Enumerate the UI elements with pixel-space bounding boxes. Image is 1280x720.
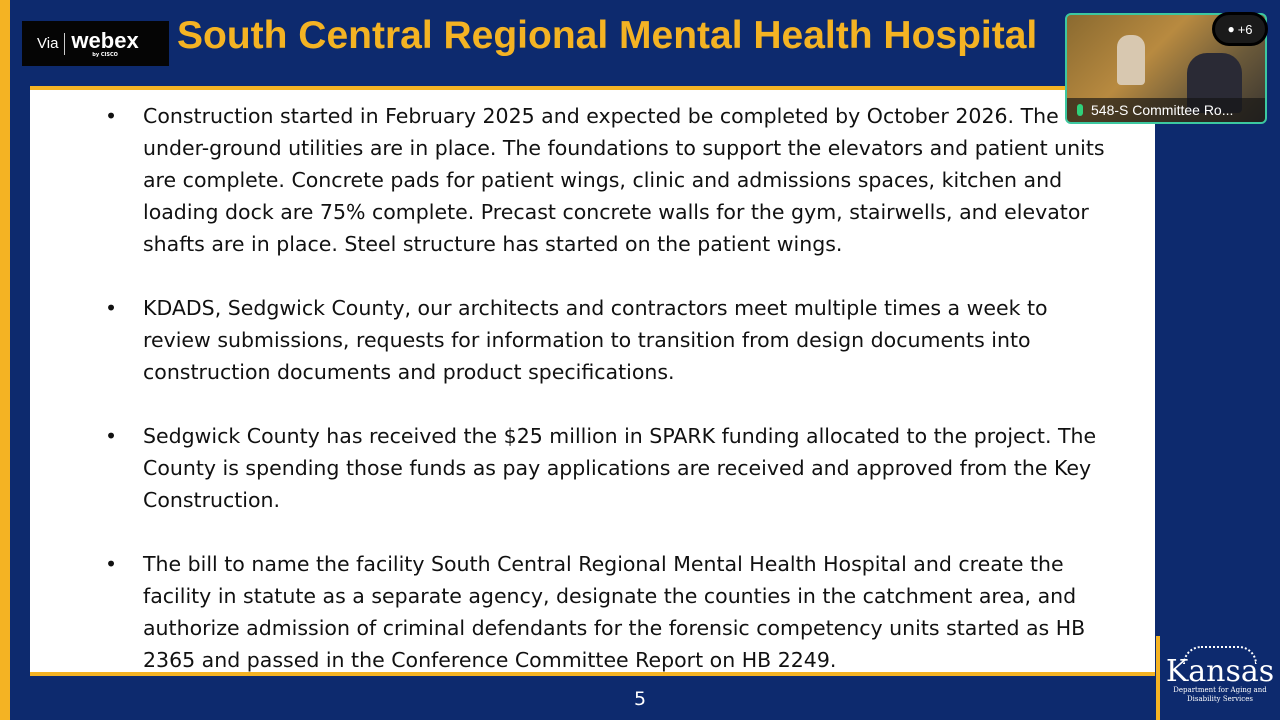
logo-department: Department for Aging and Disability Serv… [1173, 686, 1267, 703]
content-panel [30, 86, 1155, 676]
bullet-text: The bill to name the facility South Cent… [143, 552, 1086, 672]
cisco-byline: by CISCO [92, 51, 118, 58]
via-text: Via [37, 35, 59, 52]
person-icon: ● [1227, 22, 1235, 36]
bullet-text: Construction started in February 2025 an… [143, 104, 1105, 256]
room-name: 548-S Committee Ro... [1091, 102, 1234, 118]
bullet-icon: • [105, 552, 118, 576]
webex-badge: Via webex by CISCO [22, 21, 169, 66]
divider [64, 32, 66, 55]
video-label: 548-S Committee Ro... [1067, 98, 1265, 122]
bullet-text: Sedgwick County has received the $25 mil… [143, 424, 1097, 512]
logo-name: Kansas [1165, 654, 1275, 689]
page-number: 5 [633, 688, 647, 710]
bullet-list: • Construction started in February 2025 a… [105, 100, 1115, 708]
bullet-icon: • [105, 424, 118, 448]
bullet-icon: • [105, 104, 118, 128]
kansas-kdads-logo: Kansas Department for Aging and Disabili… [1156, 636, 1280, 720]
bullet-item: • Sedgwick County has received the $25 mi… [105, 420, 1115, 516]
bullet-item: • KDADS, Sedgwick County, our architects … [105, 292, 1115, 388]
webex-wordmark: webex [71, 27, 139, 53]
video-thumbnail[interactable]: 548-S Committee Ro... [1065, 13, 1267, 124]
slide-title: South Central Regional Mental Health Hos… [177, 14, 1038, 57]
bullet-item: • The bill to name the facility South Cen… [105, 548, 1115, 676]
bullet-item: • Construction started in February 2025 a… [105, 100, 1115, 260]
participant-figure [1117, 35, 1145, 85]
left-accent-strip [0, 0, 10, 720]
microphone-icon [1077, 104, 1083, 116]
bullet-icon: • [105, 296, 118, 320]
participants-button[interactable]: ● +6 [1212, 12, 1268, 46]
participants-count: +6 [1237, 21, 1253, 37]
webex-logo: webex by CISCO [71, 27, 139, 58]
bullet-text: KDADS, Sedgwick County, our architects a… [143, 296, 1048, 384]
